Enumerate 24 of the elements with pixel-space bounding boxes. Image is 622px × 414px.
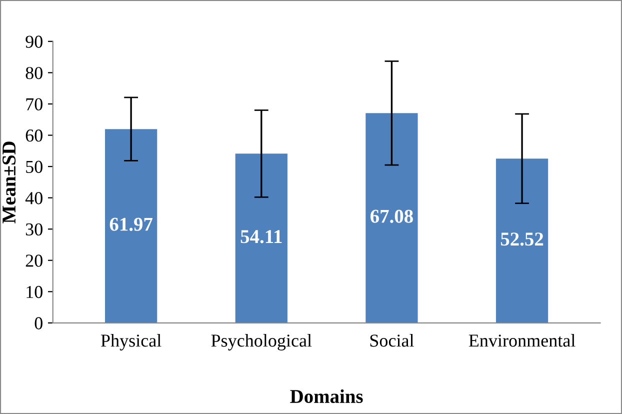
y-tick-label: 0 — [34, 317, 42, 330]
y-tick-label: 60 — [26, 129, 42, 142]
x-tick-label: Environmental — [468, 334, 576, 347]
bar — [235, 154, 288, 323]
y-tick-label: 20 — [26, 254, 42, 267]
y-tick-label: 70 — [26, 98, 42, 110]
y-tick-label: 80 — [26, 66, 42, 80]
data-label: 52.52 — [500, 232, 544, 246]
data-label: 61.97 — [110, 218, 152, 231]
x-tick-label: Physical — [100, 334, 162, 350]
x-tick-label: Social — [370, 334, 414, 347]
y-tick-label: 90 — [26, 36, 42, 48]
x-axis-title: Domains — [290, 389, 363, 404]
data-label: 67.08 — [370, 210, 413, 223]
x-tick-label: Psychological — [211, 334, 312, 350]
bar — [496, 158, 548, 323]
data-label: 54.11 — [240, 230, 282, 244]
y-tick-label: 10 — [26, 286, 42, 298]
y-tick-label: 50 — [26, 160, 42, 173]
bar — [366, 113, 418, 323]
y-tick-label: 40 — [25, 192, 42, 204]
y-axis-title: Mean±SD — [2, 142, 16, 224]
bar — [105, 129, 158, 323]
y-tick-label: 30 — [26, 223, 42, 236]
